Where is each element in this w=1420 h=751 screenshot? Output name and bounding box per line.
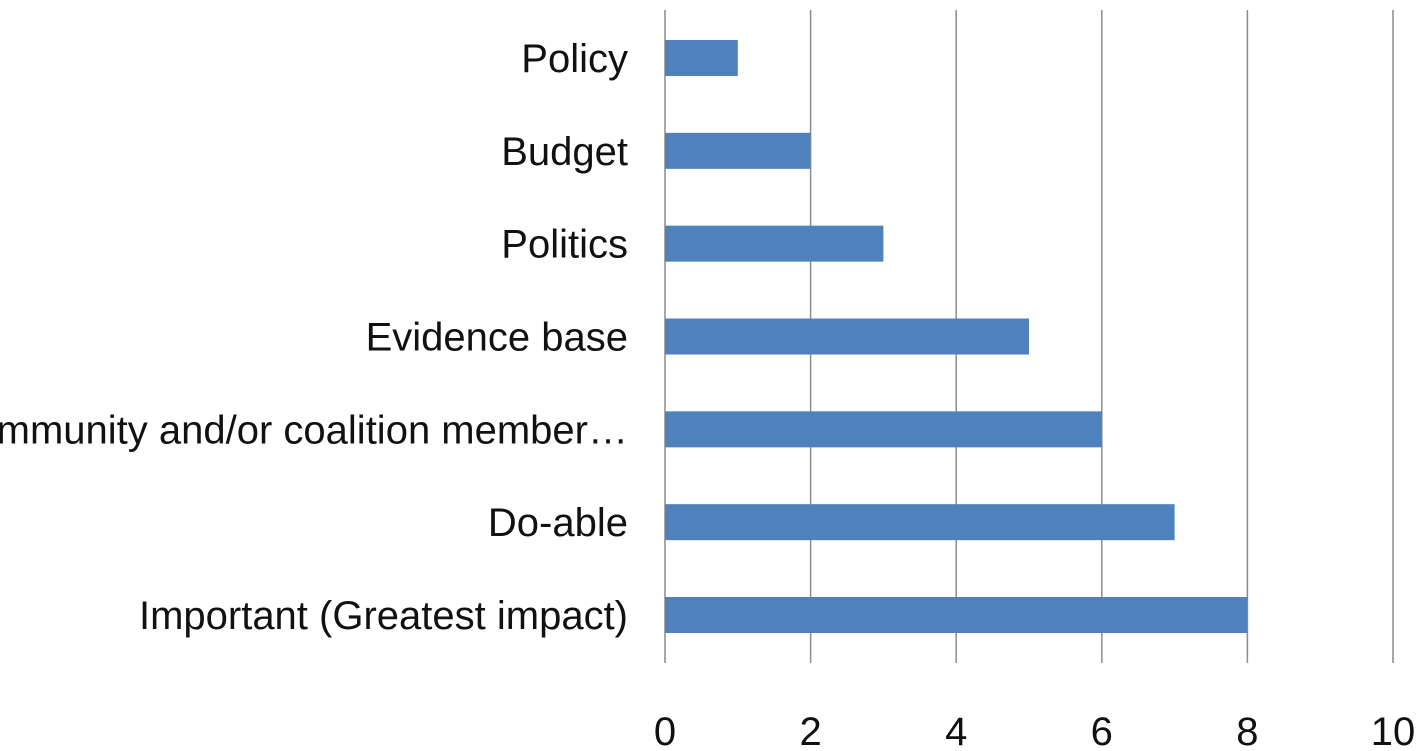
category-label: Politics bbox=[501, 223, 628, 267]
category-label: Budget bbox=[501, 130, 628, 174]
category-label: Policy bbox=[521, 37, 628, 81]
category-label: Important (Greatest impact) bbox=[139, 594, 628, 638]
x-tick-label: 8 bbox=[1236, 710, 1258, 751]
category-label: Do-able bbox=[488, 501, 628, 545]
bar bbox=[665, 132, 811, 169]
bar bbox=[665, 597, 1248, 633]
x-tick-label: 4 bbox=[945, 710, 967, 751]
x-tick-label: 6 bbox=[1091, 710, 1113, 751]
bar bbox=[665, 504, 1175, 541]
category-label: Evidence base bbox=[366, 316, 628, 360]
bar bbox=[665, 225, 884, 262]
bar bbox=[665, 318, 1029, 355]
category-labels: Policy Budget Politics Evidence base Communi… bbox=[0, 37, 628, 638]
x-tick-labels: 0 2 4 6 8 10 bbox=[654, 710, 1415, 751]
bar bbox=[665, 40, 738, 76]
bars bbox=[665, 40, 1248, 633]
bar bbox=[665, 411, 1102, 448]
x-tick-label: 0 bbox=[654, 710, 676, 751]
x-tick-label: 10 bbox=[1371, 710, 1416, 751]
category-label: Community and/or coalition member… bbox=[0, 408, 628, 452]
x-tick-label: 2 bbox=[799, 710, 821, 751]
